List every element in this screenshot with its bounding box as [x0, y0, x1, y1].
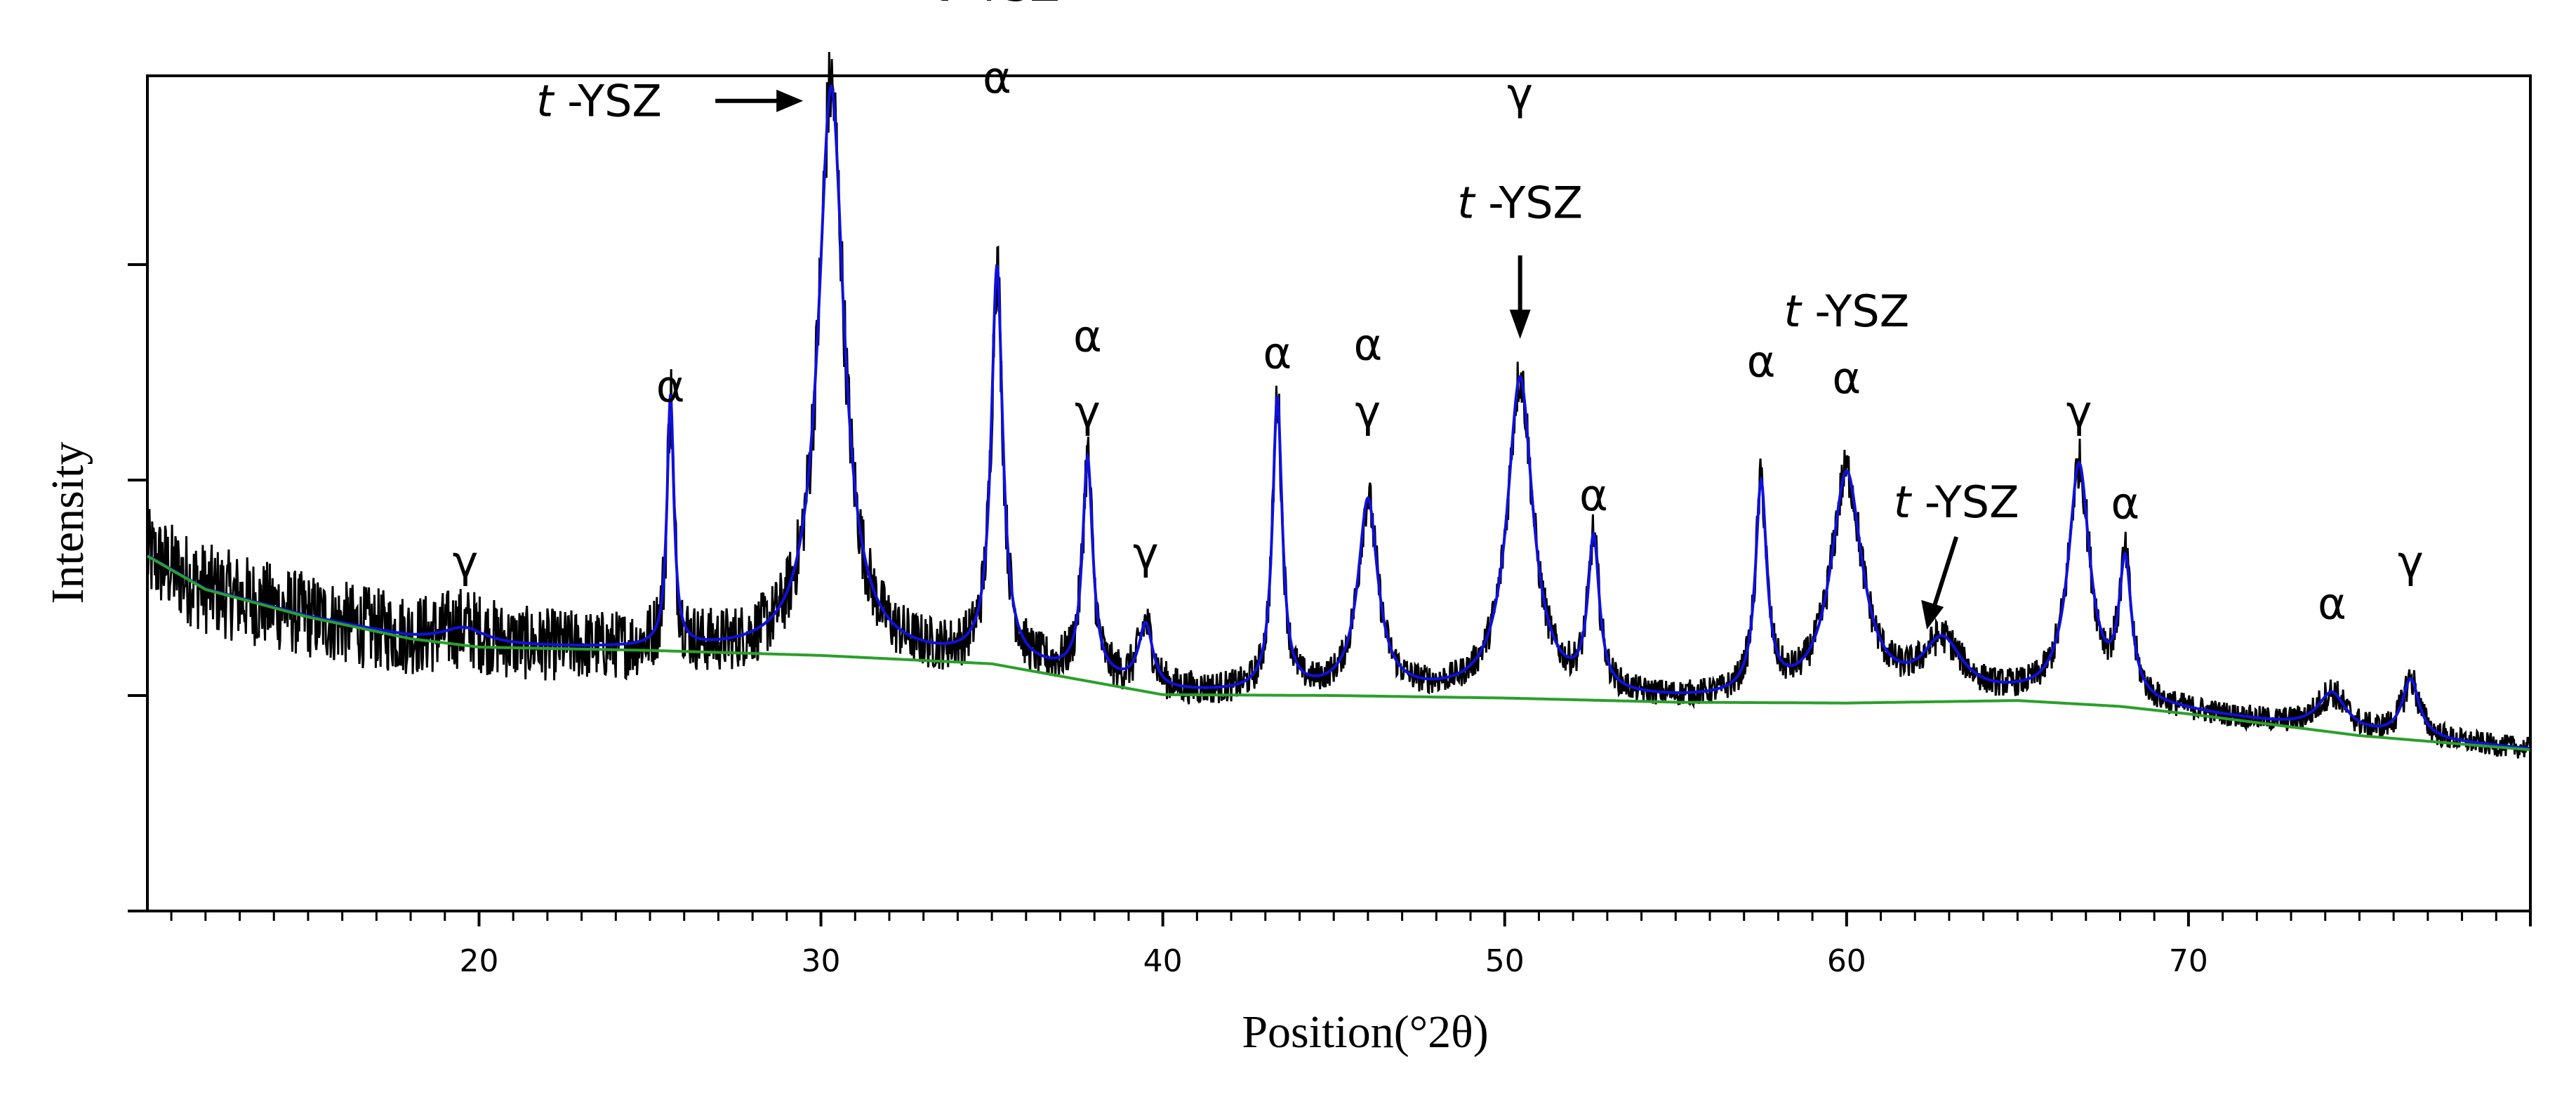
- peak-label: α: [1263, 328, 1292, 379]
- x-axis-tick-labels: 20 30 40 50 60 70: [459, 943, 2207, 979]
- annotation-arrow: [1930, 536, 1959, 615]
- x-axis-title: Position(°2θ): [1242, 1006, 1488, 1058]
- peak-label: α: [1832, 352, 1861, 404]
- annotation-arrowhead: [1509, 310, 1531, 339]
- peak-label: t -YSZ: [1784, 286, 1909, 337]
- peak-label: α: [656, 361, 685, 412]
- x-tick-label: 50: [1485, 943, 1525, 979]
- series-group: [146, 51, 2531, 759]
- peak-label: γ: [2066, 386, 2092, 437]
- peak-label: γ: [1507, 69, 1533, 120]
- x-tick-label: 20: [459, 943, 498, 979]
- x-tick-label: 60: [1827, 943, 1866, 979]
- annotation-arrowhead: [776, 89, 804, 112]
- x-tick-label: 40: [1143, 943, 1183, 979]
- peak-label: γ: [1133, 528, 1159, 579]
- x-tick-label: 30: [802, 943, 841, 979]
- peak-label: α: [983, 52, 1011, 103]
- peak-label: γ: [1075, 386, 1101, 437]
- peak-label: γ: [2398, 536, 2424, 587]
- plot-frame: [146, 74, 2532, 912]
- peak-label: α: [1353, 319, 1382, 371]
- annotation-arrowhead: [1921, 599, 1944, 630]
- peak-label: t -YSZ: [934, 0, 1060, 11]
- background-line: [147, 554, 2530, 752]
- calculated-profile-line: [146, 84, 2530, 750]
- peak-label: t -YSZ: [1457, 177, 1583, 228]
- x-tick-label: 70: [2169, 943, 2208, 979]
- peak-label: γ: [1355, 386, 1381, 437]
- peak-label: α: [1579, 470, 1608, 521]
- peak-label: α: [2318, 578, 2346, 630]
- peak-label: t -YSZ: [1894, 477, 2019, 528]
- peak-label: t -YSZ: [536, 76, 662, 127]
- y-axis-title: Intensity: [42, 442, 93, 604]
- peak-label: α: [2111, 478, 2139, 529]
- peak-label: γ: [453, 536, 479, 587]
- peak-label: α: [1747, 335, 1776, 387]
- peak-label: α: [1073, 311, 1102, 362]
- y-axis-ticks: [128, 262, 147, 912]
- x-axis-ticks: [170, 911, 2532, 926]
